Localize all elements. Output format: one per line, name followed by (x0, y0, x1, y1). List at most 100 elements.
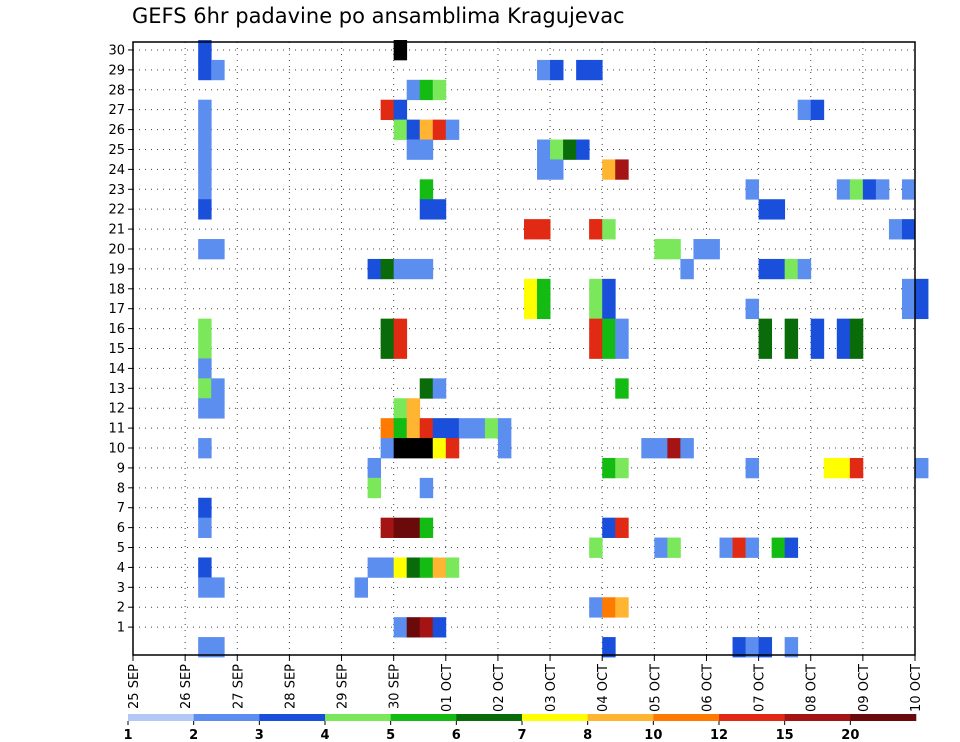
heatmap-cell (393, 40, 408, 61)
heatmap-cell (419, 557, 434, 578)
heatmap-cell (602, 637, 616, 658)
colorbar-swatch (325, 714, 391, 721)
heatmap-cell (380, 258, 395, 280)
colorbar-label: 1 (123, 728, 132, 742)
y-tick-label: 11 (108, 422, 125, 437)
colorbar-label: 2 (189, 728, 198, 742)
heatmap-cell (771, 199, 786, 220)
heatmap-cell (732, 637, 746, 658)
y-tick-label: 29 (108, 63, 125, 78)
heatmap-cell (445, 418, 460, 439)
heatmap-cell (419, 119, 434, 140)
heatmap-cell (823, 457, 838, 479)
colorbar-swatch (522, 714, 588, 721)
heatmap-cell (589, 219, 603, 240)
heatmap-cell (198, 119, 212, 140)
y-tick-label: 6 (117, 521, 125, 536)
heatmap-cell (198, 179, 212, 200)
heatmap-cell (393, 617, 408, 638)
heatmap-cell (550, 59, 564, 81)
y-tick-label: 19 (108, 262, 125, 277)
heatmap-cell (406, 258, 421, 280)
heatmap-cell (419, 617, 434, 638)
heatmap-cell (419, 418, 434, 439)
heatmap-cell (198, 159, 212, 180)
heatmap-cell (211, 637, 225, 658)
heatmap-cell (915, 298, 929, 320)
heatmap-cell (836, 179, 851, 200)
chart-title: GEFS 6hr padavine po ansamblima Kragujev… (132, 4, 625, 28)
y-tick-label: 14 (108, 362, 125, 377)
heatmap-cell (784, 318, 799, 339)
y-tick-label: 16 (108, 322, 125, 337)
heatmap-cell (211, 239, 225, 260)
colorbar-label: 10 (644, 728, 662, 742)
heatmap-cell (211, 59, 225, 81)
heatmap-cell (432, 79, 447, 101)
heatmap-cell (198, 577, 212, 598)
heatmap-cell (745, 179, 759, 200)
heatmap-cell (524, 219, 538, 240)
heatmap-cell (602, 278, 616, 300)
heatmap-cell (745, 537, 759, 558)
heatmap-cell (641, 438, 655, 459)
heatmap-cell (198, 378, 212, 399)
heatmap-cell (589, 338, 603, 359)
colorbar-swatch (128, 714, 194, 721)
heatmap-cell (211, 378, 225, 399)
heatmap-cell (198, 139, 212, 160)
heatmap-cell (667, 537, 681, 558)
heatmap-cell (758, 258, 773, 280)
x-tick-label: 03 OCT (544, 664, 559, 712)
heatmap-cell (380, 99, 395, 121)
heatmap-cell (810, 318, 825, 339)
heatmap-cell (393, 438, 408, 459)
heatmap-cell (198, 59, 212, 81)
heatmap-cell (198, 99, 212, 121)
heatmap-cell (901, 219, 916, 240)
colorbar-label: 8 (583, 728, 592, 742)
colorbar-label: 3 (255, 728, 264, 742)
heatmap-cell (915, 457, 929, 479)
heatmap-cell (419, 517, 434, 538)
y-tick-label: 15 (108, 342, 125, 357)
colorbar-swatch (587, 714, 654, 721)
heatmap-cell (393, 99, 408, 121)
heatmap-cell (393, 338, 408, 359)
heatmap-cell (380, 517, 395, 538)
y-tick-label: 17 (108, 302, 125, 317)
colorbar-swatch (456, 714, 523, 721)
x-tick-label: 27 SEP (231, 664, 246, 709)
y-tick-label: 2 (117, 601, 125, 616)
x-tick-label: 29 SEP (336, 664, 351, 709)
heatmap-cell (211, 398, 225, 419)
heatmap-cell (393, 119, 408, 140)
y-tick-label: 18 (108, 282, 125, 297)
heatmap-cell (745, 637, 759, 658)
heatmap-cell (419, 199, 434, 220)
x-tick-label: 06 OCT (700, 664, 715, 712)
heatmap-cell (524, 278, 538, 300)
heatmap-cell (406, 517, 421, 538)
heatmap-cell (758, 338, 773, 359)
heatmap-cell (732, 537, 746, 558)
heatmap-cell (537, 159, 551, 180)
heatmap-cell (406, 418, 421, 439)
heatmap-cell (432, 119, 447, 140)
heatmap-cell (862, 179, 877, 200)
heatmap-cell (419, 378, 434, 399)
heatmap-cell (393, 258, 408, 280)
heatmap-cell (615, 159, 629, 180)
heatmap-cell (432, 199, 447, 220)
x-tick-label: 02 OCT (492, 664, 507, 712)
heatmap-cell (901, 179, 916, 200)
x-tick-label: 07 OCT (753, 664, 768, 712)
heatmap-cell (198, 438, 212, 459)
y-tick-label: 23 (108, 183, 125, 198)
heatmap-cell (198, 40, 212, 61)
colorbar-label: 4 (320, 728, 329, 742)
heatmap-cell (367, 477, 382, 499)
heatmap-cell (458, 418, 473, 439)
heatmap-cell (915, 278, 929, 300)
